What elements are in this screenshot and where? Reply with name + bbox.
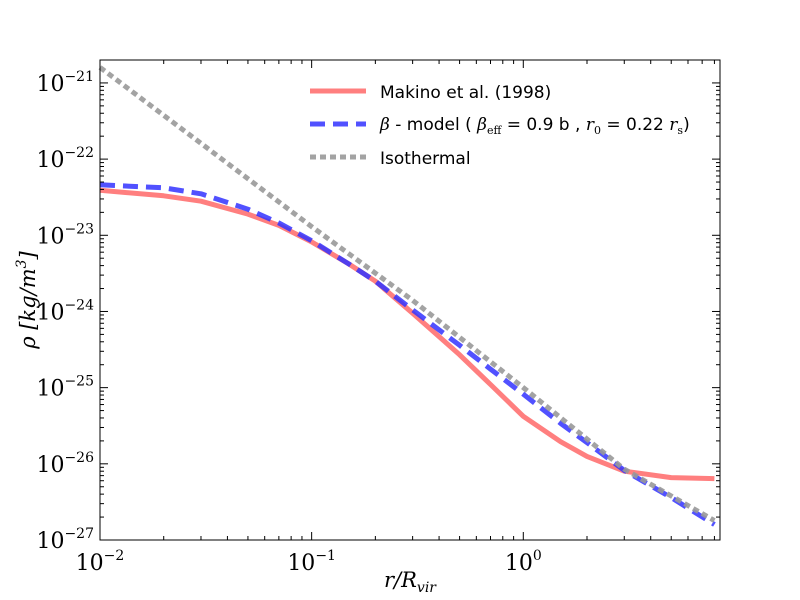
y-axis-label-sup: 3 [14, 259, 30, 268]
legend-rs: r [669, 115, 678, 135]
legend-beta-eff-sub: eff [487, 124, 503, 137]
y-tick-label: 10−26 [36, 450, 94, 478]
x-axis-label: r/Rvir [384, 568, 437, 596]
y-tick-label: 10−24 [36, 297, 94, 325]
legend-label-beta: β - model ( βeff = 0.9 b , r0 = 0.22 rs) [379, 115, 690, 137]
y-tick-label: 10−21 [36, 69, 94, 97]
legend-beta-eq1: = 0.9 b , [501, 115, 586, 135]
ticks-layer: 10−2 10−1 100 10−27 10−26 10−25 10−24 10−23 10−2… [36, 59, 720, 576]
legend-beta-eff: β [476, 115, 487, 135]
series-layer [98, 65, 716, 527]
y-axis-label-end: ] [16, 250, 40, 260]
legend-label-makino: Makino et al. (1998) [380, 83, 551, 103]
legend-beta-eq2: = 0.22 [601, 115, 669, 135]
legend-label-isothermal: Isothermal [380, 149, 471, 169]
legend: Makino et al. (1998) β - model ( βeff = … [310, 83, 690, 169]
series-line-dotted [98, 65, 716, 523]
x-tick-label: 10−2 [76, 548, 125, 576]
x-tick-label: 100 [505, 548, 542, 576]
y-tick-label: 10−25 [36, 374, 94, 402]
legend-rs-sub: s [677, 124, 683, 137]
y-axis-label-main: ρ [kg/m [16, 268, 40, 349]
legend-r0: r [586, 115, 595, 135]
x-axis-label-sub: vir [417, 580, 437, 596]
legend-beta-symbol: β [379, 115, 390, 135]
y-axis-label: ρ [kg/m3] [14, 250, 40, 349]
y-tick-label: 10−27 [36, 526, 94, 554]
y-tick-label: 10−22 [36, 145, 94, 173]
series-line-dashed [99, 182, 716, 527]
plot-frame [99, 59, 721, 541]
x-axis-label-main: r/R [384, 568, 417, 592]
y-tick-label: 10−23 [36, 221, 94, 249]
legend-r0-sub: 0 [594, 124, 601, 137]
x-tick-label: 10−1 [287, 548, 336, 576]
legend-beta-model: - model ( [390, 115, 477, 135]
series-line-solid [99, 187, 715, 482]
legend-beta-close: ) [683, 115, 690, 135]
